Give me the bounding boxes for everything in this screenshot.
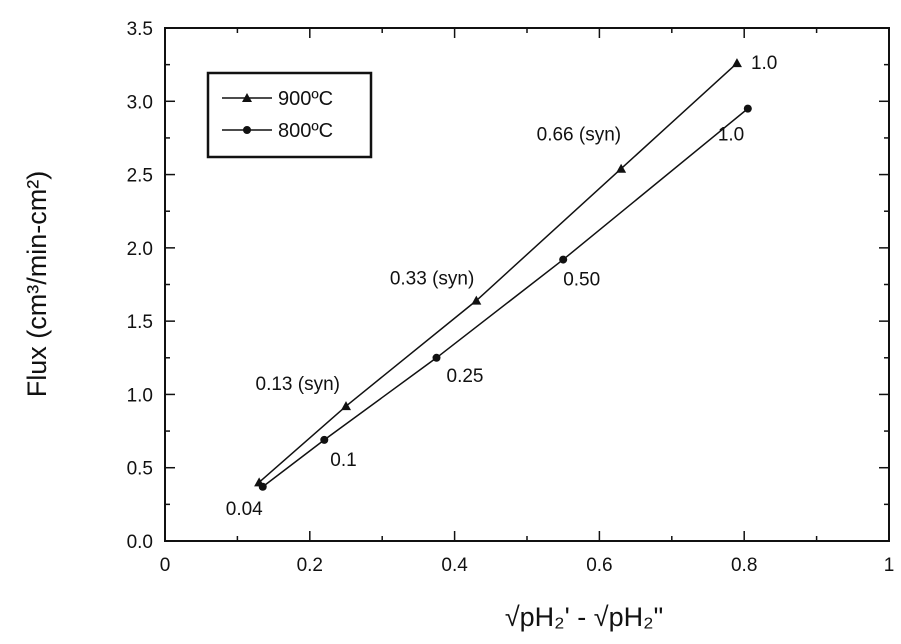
axis-tick-labels: 0 0.2 0.4 0.6 0.8 1 0.0 0.5 1.0 1.5 2.0 2.5 3.0 3.5 <box>127 19 895 576</box>
y-tick-label: 3.5 <box>127 19 153 40</box>
data-point-900 <box>471 295 482 305</box>
point-annotation: 1.0 <box>718 125 744 146</box>
point-annotation: 0.13 (syn) <box>256 374 340 395</box>
data-point-800 <box>743 104 752 113</box>
y-tick-label: 3.0 <box>127 92 153 113</box>
axis-ticks <box>164 27 890 542</box>
legend-label-900: 900ºC <box>278 88 333 110</box>
series-line-800 <box>262 108 749 488</box>
y-tick-label: 0.5 <box>127 459 153 480</box>
x-tick-label: 0.2 <box>297 555 323 576</box>
x-tick-label: 0.6 <box>586 555 612 576</box>
legend: 900ºC 800ºC <box>206 71 373 159</box>
legend-label-800: 800ºC <box>278 120 333 142</box>
legend-marker-800 <box>243 126 251 134</box>
point-annotation: 0.33 (syn) <box>390 269 474 290</box>
data-point-800 <box>320 435 329 444</box>
x-tick-label: 0.4 <box>441 555 468 576</box>
x-tick-label: 0 <box>160 555 171 576</box>
point-annotation: 0.04 <box>226 499 263 520</box>
point-annotation: 0.25 <box>447 366 484 387</box>
point-annotation: 0.1 <box>330 450 356 471</box>
y-tick-label: 1.5 <box>127 312 153 333</box>
point-annotation: 1.0 <box>751 53 777 74</box>
point-annotation: 0.66 (syn) <box>537 125 621 146</box>
legend-marker-900 <box>242 93 252 102</box>
x-tick-label: 1 <box>884 555 895 576</box>
data-point-800 <box>559 255 568 264</box>
series-markers <box>254 58 752 491</box>
y-tick-label: 2.5 <box>127 166 153 187</box>
data-point-900 <box>341 401 351 411</box>
x-axis-title: √pH₂' - √pH₂" <box>505 602 663 632</box>
data-point-800 <box>432 353 441 362</box>
y-tick-label: 2.0 <box>127 239 153 260</box>
data-point-800 <box>258 482 267 491</box>
data-point-900 <box>731 58 742 68</box>
point-annotations: 1.0 0.66 (syn) 0.33 (syn) 0.13 (syn) 1.0 0.50… <box>226 53 778 520</box>
y-axis-title: Flux (cm³/min-cm²) <box>22 171 52 397</box>
point-annotation: 0.50 <box>563 270 600 291</box>
data-point-900 <box>616 163 627 173</box>
x-tick-label: 0.8 <box>731 555 757 576</box>
y-tick-label: 0.0 <box>127 532 153 553</box>
legend-box <box>206 71 373 159</box>
y-tick-label: 1.0 <box>127 385 153 406</box>
